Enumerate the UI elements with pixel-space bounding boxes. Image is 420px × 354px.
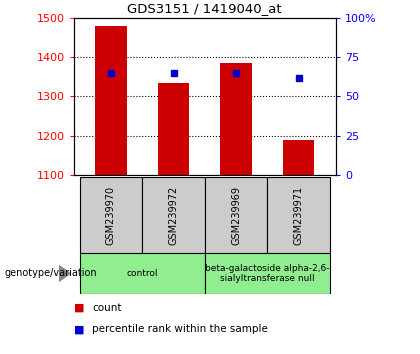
Bar [205,253,330,294]
Bar [220,63,252,175]
Text: count: count [92,303,122,313]
Bar [158,83,189,175]
Text: ■: ■ [74,303,84,313]
Bar [95,25,126,175]
Text: control: control [126,269,158,278]
Bar [80,253,205,294]
Bar [142,177,205,253]
Text: ■: ■ [74,324,84,334]
Text: genotype/variation: genotype/variation [4,268,97,279]
Text: GSM239970: GSM239970 [106,185,116,245]
Bar [80,177,142,253]
Bar [283,140,314,175]
Text: beta-galactoside alpha-2,6-
sialyltransferase null: beta-galactoside alpha-2,6- sialyltransf… [205,264,330,283]
Text: GSM239971: GSM239971 [294,185,304,245]
Text: GSM239972: GSM239972 [168,185,178,245]
Text: GSM239969: GSM239969 [231,185,241,245]
Text: percentile rank within the sample: percentile rank within the sample [92,324,268,334]
Polygon shape [59,265,71,282]
Title: GDS3151 / 1419040_at: GDS3151 / 1419040_at [127,2,282,15]
Bar [205,177,267,253]
Bar [267,177,330,253]
